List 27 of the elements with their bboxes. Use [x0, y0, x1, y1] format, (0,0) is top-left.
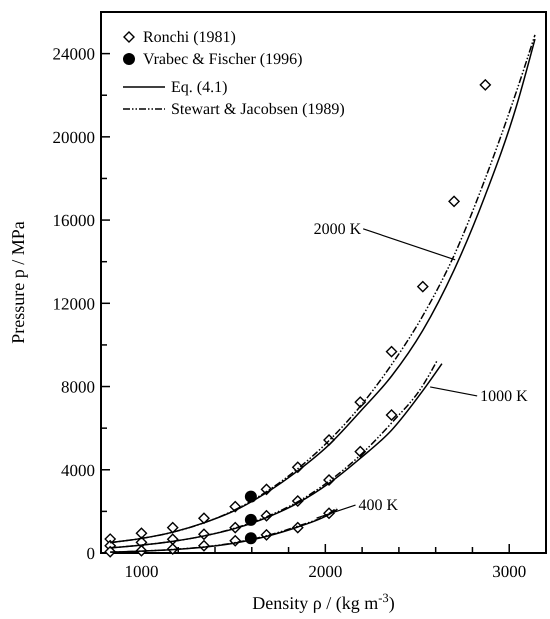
- y-axis-title: Pressure p / MPa: [8, 221, 28, 344]
- annotation: 2000 K: [314, 220, 362, 238]
- legend-label: Stewart & Jacobsen (1989): [171, 101, 345, 118]
- y-tick-label: 16000: [52, 211, 95, 230]
- point: [417, 280, 428, 292]
- annotation: 400 K: [358, 497, 399, 514]
- y-tick-label: 12000: [52, 294, 95, 314]
- point: [198, 512, 210, 524]
- point: [448, 196, 460, 208]
- legend-label: Eq. (4.1): [171, 79, 228, 96]
- point: [386, 409, 398, 421]
- point: [386, 346, 398, 358]
- y-tick-label: 8000: [61, 378, 95, 397]
- point: [136, 528, 148, 539]
- y-tick-label: 20000: [52, 128, 95, 147]
- x-tick-label: 2000: [308, 562, 342, 581]
- point: [480, 79, 492, 91]
- x-axis-title: Density ρ / (kg m$^{-3}$): [252, 591, 395, 613]
- point: [167, 522, 178, 534]
- y-tick-label: 4000: [61, 460, 95, 480]
- y-tick-label: 24000: [52, 44, 95, 64]
- y-tick-label: 0: [86, 544, 95, 563]
- x-tick-label: 1000: [124, 562, 158, 581]
- x-tick-label: 3000: [492, 562, 526, 581]
- legend-label: Ronchi (1981): [143, 29, 236, 46]
- legend-label: Vrabec & Fischer (1996): [143, 51, 302, 68]
- annotation: 1000 K: [480, 388, 528, 405]
